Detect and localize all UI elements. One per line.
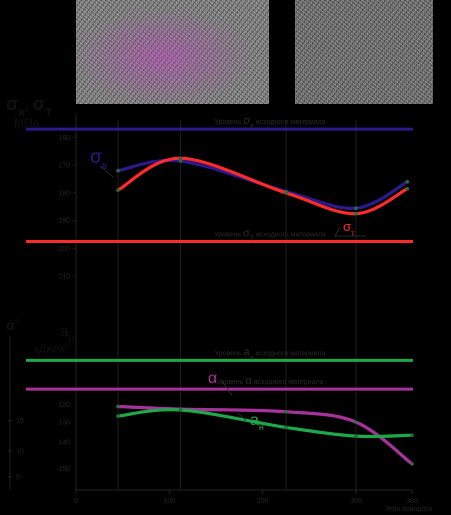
series-label-sigma-b: σв	[90, 147, 107, 172]
y-tick-label-left: 15	[16, 418, 24, 425]
series-line-aн	[116, 408, 414, 439]
ylabel-top-unit: МПа	[14, 116, 40, 130]
reference-level-caption: Уровень σв исходного материала	[214, 115, 325, 130]
y-tick-label-bottom: 120	[58, 402, 70, 409]
x-tick-label: 100	[163, 498, 175, 505]
micrograph-left	[76, 0, 269, 104]
series-line-σт	[116, 156, 409, 216]
data-point	[284, 191, 288, 195]
data-point	[354, 434, 358, 438]
data-point	[178, 408, 183, 412]
data-point	[410, 462, 414, 466]
series-label-sigma-t: σт	[343, 219, 355, 238]
data-point	[178, 159, 183, 163]
data-point	[354, 211, 358, 216]
x-axis-unit: Угол поворота	[386, 506, 432, 513]
y-tick-label-bottom: 130	[58, 420, 70, 427]
y-tick-label-top: 210	[58, 274, 70, 281]
data-point	[116, 414, 120, 418]
x-tick-label: 300	[350, 498, 362, 505]
data-point	[354, 206, 358, 210]
data-point	[116, 404, 120, 409]
data-point	[116, 168, 120, 173]
leader-line	[99, 165, 114, 178]
x-tick-label: 200	[257, 498, 269, 505]
data-point	[284, 409, 288, 414]
data-point	[284, 425, 288, 430]
reference-level-caption: Уровень σТ исходного материала	[214, 227, 326, 242]
ylabel-an: aн	[60, 323, 74, 345]
series-layer	[116, 156, 414, 466]
level-layer	[26, 127, 413, 391]
data-point	[405, 186, 410, 191]
reference-level-caption: Уровень aн исходного материала	[215, 346, 326, 361]
y-tick-label-left: 5	[16, 474, 20, 481]
data-point	[178, 156, 183, 161]
x-tick-label: 0	[74, 498, 78, 505]
y-tick-label-bottom: 140	[58, 440, 70, 447]
data-point	[116, 188, 120, 192]
y-tick-label-top: 170	[58, 163, 70, 170]
y-tick-label-left: 10	[16, 448, 24, 455]
y-tick-label-top: 180	[58, 190, 70, 197]
ylabel-alpha: α°	[6, 317, 19, 333]
data-point	[405, 180, 410, 184]
micrograph-right	[295, 0, 433, 104]
ylabel-top-chart: σв, σТ	[6, 94, 52, 119]
data-point	[410, 433, 414, 437]
ylabel-bottom-unit: кДж/м²	[34, 343, 68, 355]
series-label-an: aн	[250, 412, 264, 432]
series-label-alpha: α	[208, 370, 217, 387]
data-point	[354, 420, 358, 424]
leader-line	[334, 226, 366, 237]
leader-line	[237, 412, 247, 422]
y-tick-label-top: 160	[58, 135, 70, 142]
y-tick-label-bottom: 150	[58, 466, 70, 473]
y-tick-label-top: 190	[58, 218, 70, 225]
y-tick-label-top: 200	[58, 246, 70, 253]
reference-level-caption: Уровень α исходного материала	[216, 375, 323, 387]
leader-line	[221, 380, 233, 396]
x-tick-label: 360	[406, 498, 418, 505]
